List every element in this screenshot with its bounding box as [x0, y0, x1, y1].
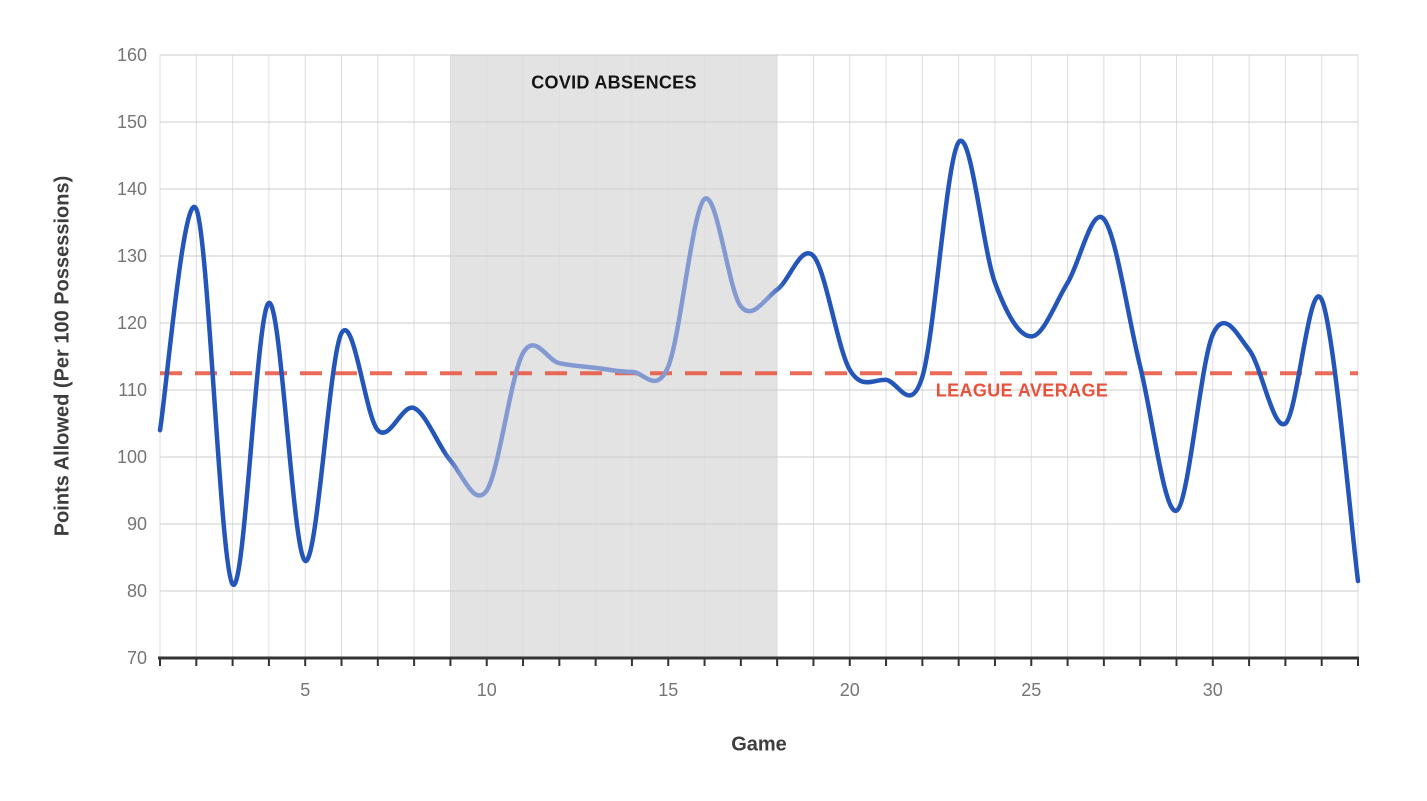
x-tick-label: 25 [1021, 680, 1041, 700]
x-tick-label: 20 [840, 680, 860, 700]
y-tick-label: 100 [117, 447, 147, 467]
y-tick-label: 80 [127, 581, 147, 601]
y-tick-label: 150 [117, 112, 147, 132]
covid-band-label: COVID ABSENCES [531, 72, 697, 93]
x-tick-label: 5 [300, 680, 310, 700]
y-tick-label: 160 [117, 45, 147, 65]
x-tick-label: 30 [1203, 680, 1223, 700]
y-tick-label: 140 [117, 179, 147, 199]
y-tick-label: 110 [118, 380, 147, 400]
x-tick-label: 15 [658, 680, 678, 700]
covid-band [450, 55, 778, 658]
league-average-label: LEAGUE AVERAGE [935, 380, 1109, 401]
x-axis-title: Game [731, 733, 787, 756]
y-axis-title: Points Allowed (Per 100 Possessions) [51, 175, 74, 537]
y-tick-label: 90 [127, 514, 147, 534]
x-tick-label: 10 [477, 680, 497, 700]
y-tick-label: 70 [127, 648, 147, 668]
y-tick-label: 120 [117, 313, 147, 333]
series-line [157, 138, 1361, 587]
y-tick-label: 130 [117, 246, 147, 266]
